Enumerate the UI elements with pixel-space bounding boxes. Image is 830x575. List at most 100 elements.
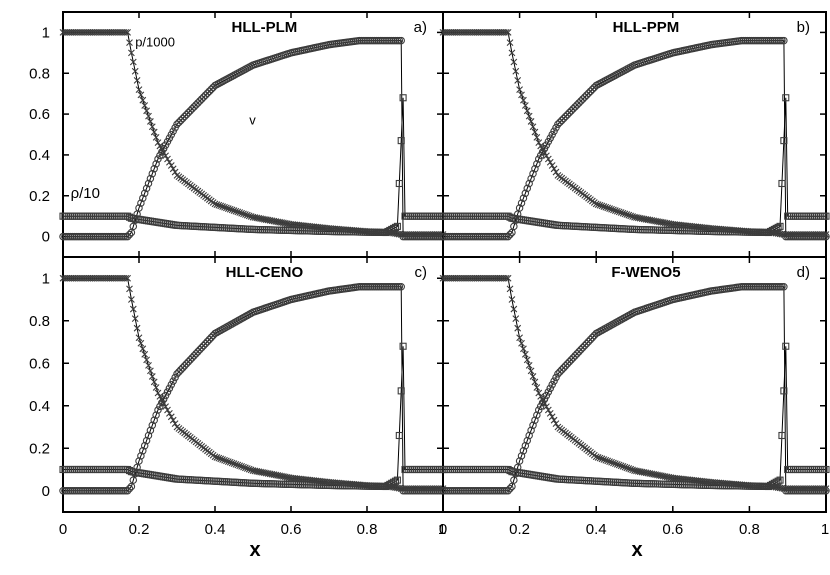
point-marker [519,194,528,202]
point-marker [240,463,247,471]
panel-title: F-WENO5 [611,264,680,281]
point-marker [515,204,524,212]
point-marker [203,89,212,98]
point-marker [190,103,198,111]
point-marker [567,355,576,364]
point-marker [217,202,225,210]
point-marker [137,199,145,207]
y-tick-label: 0.4 [29,398,50,415]
markers-v [439,36,830,241]
point-marker [782,94,790,102]
point-marker [211,200,219,208]
point-marker [128,49,135,57]
panel-title: HLL-CENO [226,264,304,281]
point-marker [223,204,230,212]
markers-p_over_1000 [439,29,830,238]
point-marker [559,114,568,123]
point-marker [512,67,520,75]
point-marker [596,454,604,462]
point-marker [550,377,558,385]
point-marker [565,358,574,366]
point-marker [173,370,181,378]
exact-line-p_over_1000 [63,31,443,235]
point-marker [169,377,177,385]
point-marker [535,139,543,147]
exact-line-rho_over_10 [443,346,826,488]
point-marker [512,315,520,323]
point-marker [533,160,541,168]
point-marker [569,105,577,113]
point-marker [548,413,556,421]
point-marker [523,107,531,115]
x-tick-label: 0.6 [662,521,683,538]
point-marker [162,152,169,160]
point-marker [245,465,253,473]
point-marker [223,457,230,465]
point-marker [154,139,162,147]
point-marker [525,179,533,188]
point-marker [822,212,830,220]
point-marker [137,452,145,460]
point-marker [123,232,132,241]
point-marker [586,87,595,96]
panel-frame [62,11,444,258]
panel-label: b) [797,19,810,36]
point-marker [780,282,788,291]
point-marker [557,366,566,374]
point-marker [573,101,581,109]
point-marker [390,224,398,232]
point-marker [234,208,242,216]
point-marker [131,67,139,75]
point-marker [177,116,185,125]
y-tick-label: 0.2 [29,188,50,205]
point-marker [778,179,786,188]
point-marker [122,274,130,282]
point-marker [178,114,187,123]
point-marker [139,96,147,104]
x-tick-label: 0.4 [205,521,226,538]
point-marker [529,169,537,178]
markers-p_over_1000 [59,29,447,238]
point-marker [123,486,132,495]
point-marker [621,463,629,471]
point-marker [552,373,560,382]
point-marker [774,477,782,485]
y-tick-label: 0.2 [29,440,50,457]
point-marker [188,105,196,113]
point-marker [194,99,202,107]
point-marker [201,339,210,348]
point-marker [613,207,621,215]
point-marker [154,389,162,397]
point-marker [399,94,407,102]
point-marker [563,360,572,368]
point-marker [164,155,171,163]
markers-v [59,36,447,241]
markers-v [439,282,830,495]
point-marker [199,341,208,350]
point-marker [548,380,556,389]
point-marker [148,169,157,178]
point-marker [550,165,558,173]
point-marker [182,360,191,368]
point-marker [623,464,631,472]
point-marker [600,203,608,210]
panel-title: HLL-PPM [613,19,680,36]
point-marker [217,455,225,463]
markers-rho_over_10 [59,94,447,237]
point-marker [780,36,788,45]
point-marker [780,387,788,395]
point-marker [596,201,604,209]
y-tick-label: 0.6 [29,355,50,372]
y-tick-label: 0 [42,229,50,246]
point-marker [604,457,612,465]
y-tick-label: 0.6 [29,106,50,123]
point-marker [156,393,164,400]
point-marker [573,349,581,358]
point-marker [166,410,173,417]
point-marker [531,416,539,424]
point-marker [822,486,830,495]
point-marker [588,333,597,342]
point-marker [135,457,143,465]
point-marker [517,199,526,207]
